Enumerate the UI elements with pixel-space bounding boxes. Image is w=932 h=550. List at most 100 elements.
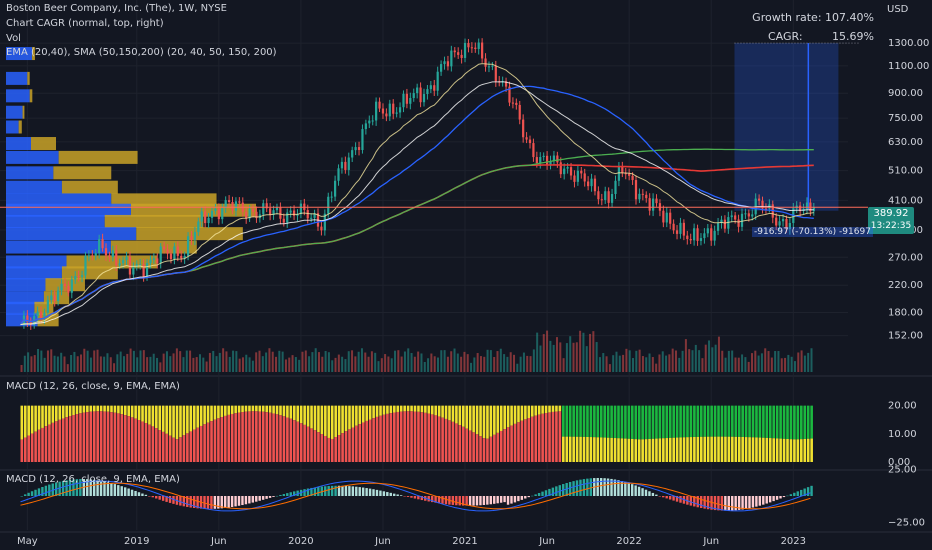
volume-bar (354, 356, 357, 372)
candle-body (327, 196, 330, 214)
volume-bar (341, 356, 344, 372)
currency-label: USD (887, 4, 909, 15)
volume-bar (456, 353, 459, 372)
macd-panel-2-label[interactable]: MACD (12, 26, close, 9, EMA, EMA) (6, 474, 180, 485)
macd1-bar-top (675, 405, 679, 438)
candle-body (443, 61, 446, 65)
volume-profile-up-bar (6, 266, 62, 280)
volume-bar (179, 351, 182, 372)
candle-body (539, 157, 542, 164)
macd2-histogram-bar (486, 496, 489, 505)
macd2-histogram-bar (441, 496, 444, 504)
volume-bar (142, 350, 145, 372)
macd1-bar-top (530, 405, 534, 417)
macd1-bar-bottom (386, 413, 389, 462)
macd2-histogram-bar (165, 496, 168, 502)
candle-body (566, 167, 569, 169)
macd1-bar-bottom (486, 438, 489, 462)
macd2-histogram-bar (134, 490, 137, 496)
volume-bar (506, 356, 509, 372)
candle-body (713, 230, 716, 241)
macd1-bar-bottom (527, 418, 531, 462)
macd1-bar-top (496, 405, 500, 433)
macd1-bar-bottom (130, 417, 134, 462)
last-price-tag: 389.92 13:22:35 (868, 207, 914, 234)
macd1-bar-top (275, 405, 279, 415)
macd1-bar-bottom (796, 439, 800, 462)
macd1-bar-bottom (406, 411, 410, 462)
volume-bar (417, 351, 420, 372)
macd1-bar-bottom (220, 417, 224, 462)
volume-bar (582, 332, 585, 372)
macd1-bar-top (699, 405, 703, 437)
macd2-histogram-bar (741, 496, 744, 510)
macd1-bar-top (789, 405, 793, 440)
time-tick-label: 2019 (124, 536, 149, 547)
macd1-bar-bottom (651, 438, 655, 462)
volume-bar (446, 356, 449, 372)
volume-bar (532, 349, 535, 372)
macd1-bar-top (610, 405, 613, 438)
volume-bar (380, 358, 383, 372)
macd1-bar-bottom (496, 432, 500, 462)
macd1-bar-top (755, 405, 758, 438)
macd2-histogram-bar (292, 491, 296, 496)
macd1-bar-top (637, 405, 641, 440)
volume-bars (20, 330, 813, 372)
macd1-bar-top (286, 405, 289, 418)
moving-average-indicator-label[interactable]: EMA (20,40), SMA (50,150,200) (20, 40, 5… (6, 47, 277, 58)
macd2-histogram-bar (810, 485, 813, 496)
volume-bar (238, 358, 241, 372)
macd1-bar-top (541, 405, 544, 414)
macd1-bar-bottom (737, 436, 741, 462)
macd2-histogram-bar (689, 496, 693, 506)
macd1-bar-bottom (524, 419, 527, 462)
cagr-indicator-label[interactable]: Chart CAGR (normal, top, right) (6, 18, 164, 29)
macd-panel-2: 25.00 −25.00 (20, 464, 925, 529)
volume-profile-up-bar (6, 227, 137, 241)
macd1-bar-bottom (310, 428, 313, 462)
macd1-bar-top (734, 405, 738, 437)
macd-panel-1-label[interactable]: MACD (12, 26, close, 9, EMA, EMA) (6, 381, 180, 392)
volume-bar (169, 356, 172, 372)
macd2-histogram-bar (499, 496, 503, 503)
macd1-bar-bottom (499, 430, 503, 462)
candle-body (600, 199, 603, 201)
macd1-bar-top (303, 405, 306, 425)
volume-bar (344, 359, 347, 372)
volume-bar (499, 348, 502, 372)
macd1-bar-bottom (286, 417, 289, 462)
volume-bar (635, 350, 638, 372)
macd1-bar-top (710, 405, 713, 437)
macd1-bar-top (324, 405, 327, 436)
macd1-bar-top (258, 405, 262, 412)
volume-bar (251, 360, 254, 372)
macd2-histogram-bar (658, 496, 661, 497)
candle-body (775, 217, 778, 226)
candle-body (416, 87, 419, 94)
volume-bar (37, 349, 40, 372)
volume-bar (76, 356, 79, 372)
macd2-histogram-bar (361, 487, 365, 496)
macd1-bar-top (417, 405, 420, 412)
macd2-histogram-bar (620, 480, 624, 496)
volume-bar (509, 352, 512, 372)
macd1-bar-bottom (555, 411, 558, 462)
candle-body (730, 215, 733, 218)
macd1-bar-top (582, 405, 586, 437)
macd1-bar-top (493, 405, 496, 435)
volume-indicator-label[interactable]: Vol (6, 33, 21, 44)
candle-body (583, 173, 586, 182)
macd2-histogram-bar (113, 484, 117, 496)
volume-bar (331, 360, 334, 372)
volume-bar (496, 351, 499, 372)
candle-body (693, 228, 696, 241)
volume-bar (159, 362, 162, 372)
candle-body (388, 103, 391, 117)
candle-body (799, 205, 802, 212)
macd2-histogram-bar (534, 494, 537, 496)
volume-profile-up-bar (6, 47, 33, 61)
volume-bar (443, 350, 446, 372)
candle-body (323, 213, 326, 231)
